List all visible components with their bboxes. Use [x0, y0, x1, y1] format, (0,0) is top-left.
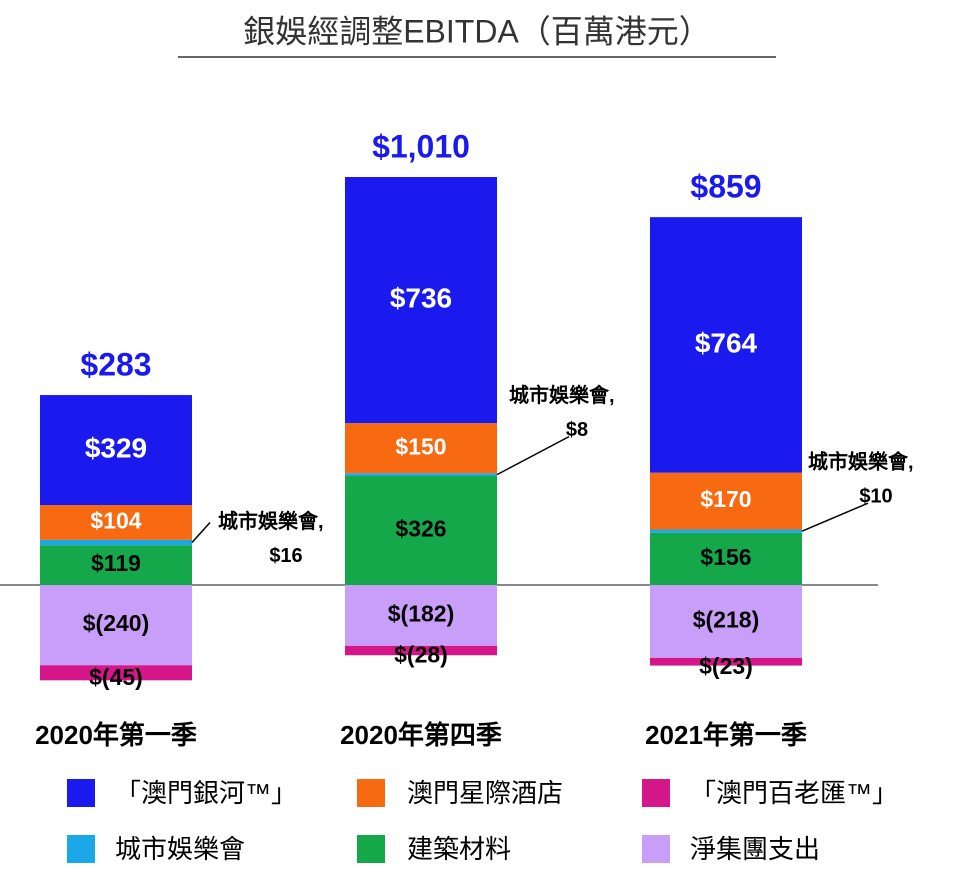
bar-segment — [650, 657, 802, 666]
value-label: $764 — [695, 327, 758, 358]
bar-segment — [650, 217, 802, 473]
bar-segment — [345, 475, 497, 585]
callout-line — [496, 435, 570, 476]
bar-segment — [345, 645, 497, 656]
value-label: $16 — [269, 545, 302, 567]
value-label: $329 — [85, 432, 147, 463]
value-label: $(45) — [89, 664, 143, 690]
bar-segment — [650, 529, 802, 533]
legend-label: 建築材料 — [407, 834, 511, 864]
legend-swatch — [357, 835, 385, 863]
legend-swatch — [67, 779, 95, 807]
category-label: 2021年第一季 — [645, 720, 807, 750]
value-label: $(240) — [83, 610, 149, 636]
legend-label: 淨集團支出 — [690, 834, 820, 864]
legend-swatch — [67, 835, 95, 863]
value-label: $156 — [700, 544, 751, 570]
value-label: $150 — [395, 433, 446, 459]
bar-segment — [345, 585, 497, 646]
bar-segment — [650, 532, 802, 585]
legend-swatch — [642, 835, 670, 863]
value-label: $170 — [700, 486, 751, 512]
bar-segment — [650, 585, 802, 658]
legend-swatch — [357, 779, 385, 807]
value-label: $(28) — [394, 642, 448, 668]
value-label: $119 — [91, 550, 141, 576]
value-label: $(23) — [699, 653, 753, 679]
callout-line — [191, 522, 211, 544]
legend-label: 澳門星際酒店 — [407, 778, 563, 808]
total-label: $283 — [80, 346, 151, 382]
bar-segment — [40, 395, 192, 506]
value-label: $736 — [390, 282, 452, 313]
legend-label: 城市娛樂會 — [115, 834, 245, 864]
bar-segment — [40, 539, 192, 546]
bar-segment — [650, 472, 802, 530]
callout-annotation: 城市娛樂會, — [509, 383, 615, 407]
legend-label: 「澳門百老匯™」 — [690, 778, 898, 808]
callout-annotation: 城市娛樂會, — [218, 509, 324, 533]
callout-line — [801, 502, 869, 532]
total-label: $1,010 — [372, 128, 470, 164]
value-label: $326 — [395, 516, 446, 542]
value-label: $(218) — [693, 607, 759, 633]
category-label: 2020年第四季 — [340, 720, 502, 750]
value-label: $(182) — [388, 601, 454, 627]
value-label: $8 — [566, 419, 588, 441]
bar-segment — [40, 585, 192, 666]
value-label: $104 — [90, 508, 141, 534]
bar-segment — [345, 423, 497, 474]
callout-annotation: 城市娛樂會, — [808, 449, 914, 473]
bar-segment — [345, 473, 497, 476]
bar-segment — [40, 545, 192, 585]
bar-segment — [345, 177, 497, 424]
total-label: $859 — [690, 169, 761, 205]
bar-segment — [40, 665, 192, 681]
value-label: $10 — [859, 485, 892, 507]
legend-label: 「澳門銀河™」 — [115, 778, 297, 808]
category-label: 2020年第一季 — [35, 720, 197, 750]
bar-segment — [40, 505, 192, 540]
legend-swatch — [642, 779, 670, 807]
chart-title: 銀娛經調整EBITDA（百萬港元） — [243, 13, 711, 49]
